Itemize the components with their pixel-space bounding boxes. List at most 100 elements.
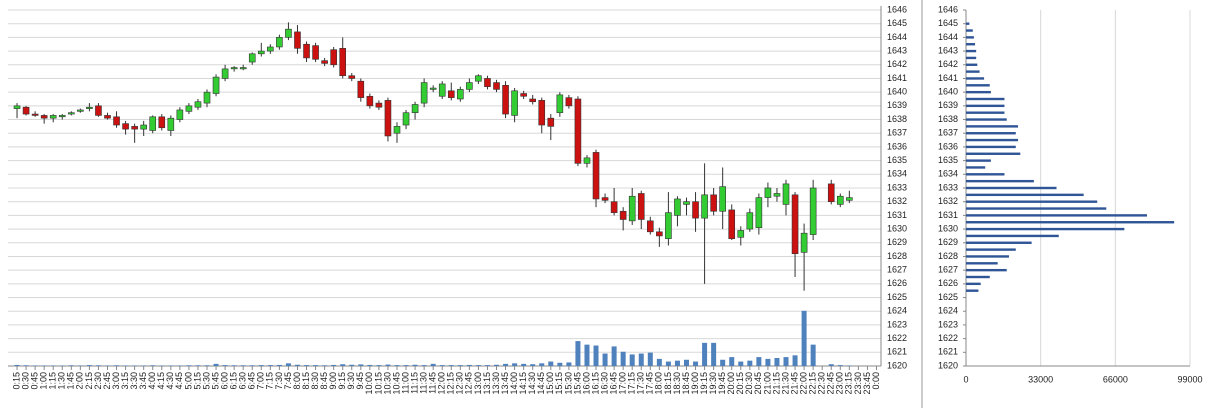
volume-bar [457,365,463,366]
volume-bar [240,365,246,366]
volume-bar [846,365,852,366]
profile-bar [966,289,979,292]
volume-bar [566,362,572,366]
x-tick-label: 0:45 [29,372,39,390]
volume-bar [132,365,138,366]
y-tick-label: 1629 [938,237,958,247]
candle-body [294,31,301,49]
candle-body [40,115,48,119]
x-tick-label: 21:00 [762,372,772,395]
profile-bar [966,29,973,32]
profile-bar [966,152,1021,155]
candle-body [493,82,500,90]
profile-bar [966,193,1084,197]
y-tick-label: 1644 [887,32,907,42]
x-tick-label: 7:45 [283,372,293,390]
profile-bar [966,56,977,60]
x-tick-label: 1:15 [48,372,58,390]
volume-bar [801,310,807,366]
x-tick-label: 20:30 [744,372,754,395]
x-tick-label: 13:15 [482,372,492,395]
candle-body [520,93,527,97]
candle-body [239,67,247,70]
y-tick-label: 1632 [887,196,907,206]
volume-bar [720,359,726,366]
y-tick-label: 1620 [887,360,907,370]
volume-bar [104,365,110,366]
candle-body [457,89,464,100]
x-tick-label: 11:45 [428,372,438,394]
volume-bar [665,361,671,366]
candle-body [176,109,184,120]
x-tick-label: 9:30 [346,372,356,390]
x-tick-label: 12:00 [437,372,447,395]
volume-bar [41,365,47,366]
y-tick-label: 1627 [938,265,958,275]
volume-bar [774,357,780,366]
x-tick-label: 3:00 [111,372,121,390]
y-tick-label: 1642 [938,59,958,69]
x-tick-label: 10:30 [382,372,392,395]
volume-bar [548,361,554,366]
volume-bar [304,365,310,366]
y-tick-label: 1625 [938,292,958,302]
x-tick-label: 7:00 [256,372,266,390]
x-tick-label: 4:30 [165,372,175,390]
x-tick-label: 6:45 [247,372,257,390]
x-tick-label: 18:45 [681,372,691,395]
candle-body [86,106,93,109]
volume-bar [186,365,192,366]
volume-bar [729,357,735,366]
candle-body [113,116,120,126]
volume-bar [503,363,509,366]
profile-bar [966,43,976,46]
volume-bar [285,363,291,366]
candle-body [149,116,157,131]
x-tick-label: 13:00 [473,372,483,395]
candle-body [827,183,835,202]
profile-bar [966,111,1005,114]
volume-bar [32,365,38,366]
candle-body [348,75,356,79]
y-tick-label: 1631 [887,210,907,220]
x-tick-label: 9:45 [355,372,365,390]
candle-body [637,193,645,220]
candle-body [647,220,654,233]
volume-bar [231,365,237,366]
volume-bar [430,363,436,366]
candle-body [574,98,582,164]
volume-bar [702,342,708,366]
x-tick-label: 6:15 [229,372,239,390]
x-tick-label: 1:00 [39,372,49,390]
candle-body [167,117,175,131]
volume-bar [204,365,210,366]
volume-bar [50,365,56,366]
y-tick-label: 1623 [938,319,958,329]
profile-bar [966,227,1125,231]
y-tick-label: 1626 [938,278,958,288]
candle-body [538,100,546,126]
candle-body [610,201,618,213]
x-tick-label: 22:45 [826,372,836,395]
x-tick-label: 17:30 [636,372,646,395]
profile-bar [966,207,1107,210]
y-tick-label: 1637 [938,128,958,138]
y-tick-label: 1641 [938,73,958,83]
volume-bar [629,354,635,366]
volume-bar [168,365,174,366]
y-tick-label: 1625 [887,292,907,302]
x-tick-label: 3:30 [129,372,139,390]
x-tick-label: 17:45 [645,372,655,395]
y-tick-label: 1640 [887,87,907,97]
volume-bar [620,351,626,366]
profile-bar [966,268,1007,272]
candle-body [674,198,681,216]
x-tick-label: 19:00 [690,372,700,395]
profile-bar [966,275,990,279]
profile-bar [966,214,1148,217]
profile-bar [966,70,980,73]
candle-body [665,212,672,239]
x-tick-label: 11:30 [419,372,429,394]
x-tick-label: 23:15 [844,372,854,395]
